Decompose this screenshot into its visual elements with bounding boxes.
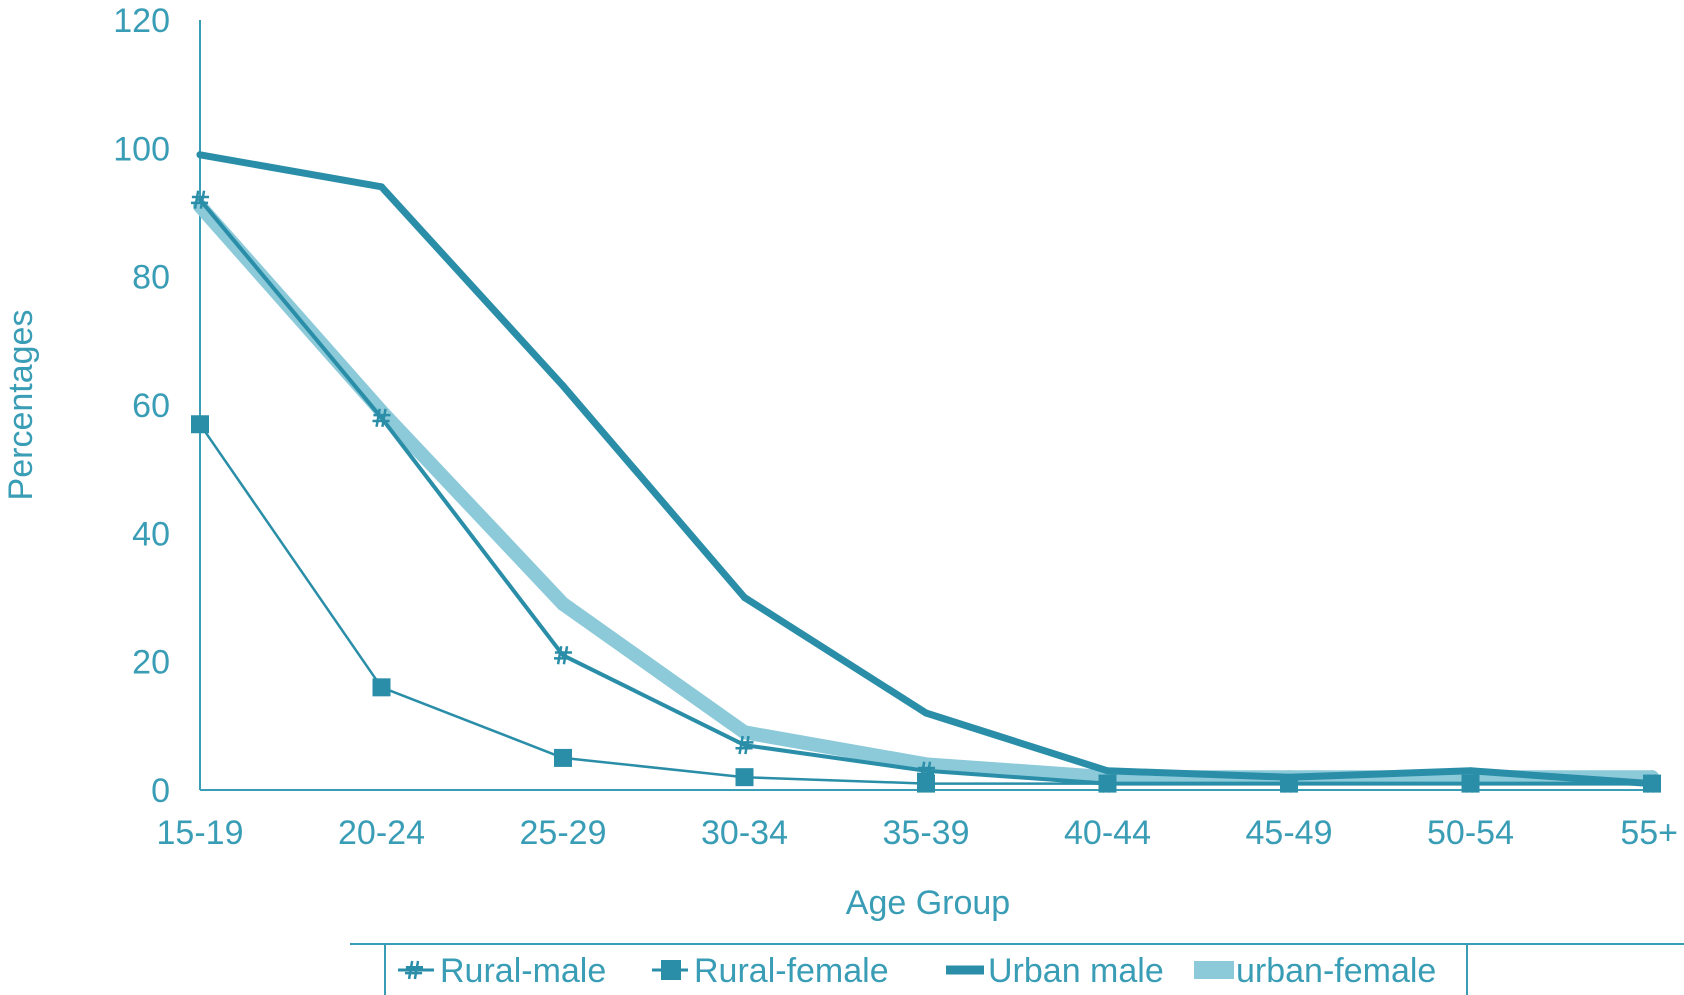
data-point xyxy=(191,415,209,434)
data-point xyxy=(1467,767,1474,775)
y-tick-label: 20 xyxy=(132,644,170,682)
series-urban-female xyxy=(193,199,1659,785)
y-tick-label: 40 xyxy=(132,515,170,553)
legend-swatch xyxy=(1194,961,1234,979)
data-point xyxy=(917,761,935,780)
x-axis-ticks: 15-19 20-24 25-29 30-34 35-39 40-44 45-49 50-54… xyxy=(157,814,1678,852)
data-point xyxy=(372,678,391,697)
legend-label: Urban male xyxy=(988,952,1164,990)
x-tick-label: 25-29 xyxy=(520,814,607,852)
data-point xyxy=(191,190,209,209)
data-point xyxy=(1098,774,1117,793)
y-axis-ticks: 0 20 40 60 80 100 120 xyxy=(113,2,170,810)
data-point xyxy=(196,151,204,159)
legend-swatch xyxy=(398,960,434,980)
data-point xyxy=(735,735,754,755)
series-urban-male xyxy=(196,151,1656,788)
data-point xyxy=(1648,780,1656,788)
series-line-rural-male xyxy=(198,197,1654,786)
series-line-urban-female xyxy=(193,199,1659,785)
legend: Rural-male Rural-female Urban male urban-fe… xyxy=(350,943,1684,995)
data-point xyxy=(554,748,572,767)
legend-label: Rural-male xyxy=(440,952,606,990)
data-point xyxy=(556,596,570,611)
y-tick-label: 100 xyxy=(113,130,170,168)
x-tick-label: 20-24 xyxy=(338,814,425,852)
x-tick-label: 15-19 xyxy=(157,814,244,852)
x-tick-label: 30-34 xyxy=(701,814,788,852)
data-point xyxy=(922,709,930,717)
series-rural-male xyxy=(191,190,1661,793)
legend-item-urban-female: urban-female xyxy=(1194,952,1436,990)
data-point xyxy=(1104,767,1111,775)
data-point xyxy=(917,774,935,793)
y-tick-label: 120 xyxy=(113,2,170,40)
y-tick-label: 60 xyxy=(132,387,170,425)
x-axis-title: Age Group xyxy=(846,884,1010,922)
legend-item-urban-male: Urban male xyxy=(946,952,1164,990)
legend-item-rural-female: Rural-female xyxy=(652,952,889,990)
data-point xyxy=(735,768,754,787)
y-tick-label: 0 xyxy=(151,772,170,810)
legend-swatch xyxy=(652,960,688,980)
data-point xyxy=(1461,774,1480,793)
x-tick-label: 45-49 xyxy=(1246,814,1333,852)
data-point xyxy=(741,594,748,601)
x-tick-label: 35-39 xyxy=(883,814,970,852)
legend-label: urban-female xyxy=(1236,952,1436,990)
x-tick-label: 50-54 xyxy=(1427,814,1514,852)
y-axis-title: Percentages xyxy=(2,310,40,501)
data-point xyxy=(1285,773,1293,781)
series-line-urban-male xyxy=(196,151,1656,788)
data-point xyxy=(372,408,391,428)
y-tick-label: 80 xyxy=(132,259,170,297)
x-tick-label: 40-44 xyxy=(1064,814,1151,852)
data-point xyxy=(378,183,385,191)
x-tick-label: 55+ xyxy=(1620,814,1678,852)
legend-label: Rural-female xyxy=(694,952,889,990)
series-rural-female xyxy=(191,415,1661,793)
series-line-rural-female xyxy=(198,423,1654,785)
legend-item-rural-male: Rural-male xyxy=(398,952,606,990)
series-layer xyxy=(191,151,1661,793)
data-point xyxy=(559,382,567,390)
data-point xyxy=(737,725,752,740)
data-point xyxy=(554,646,572,665)
